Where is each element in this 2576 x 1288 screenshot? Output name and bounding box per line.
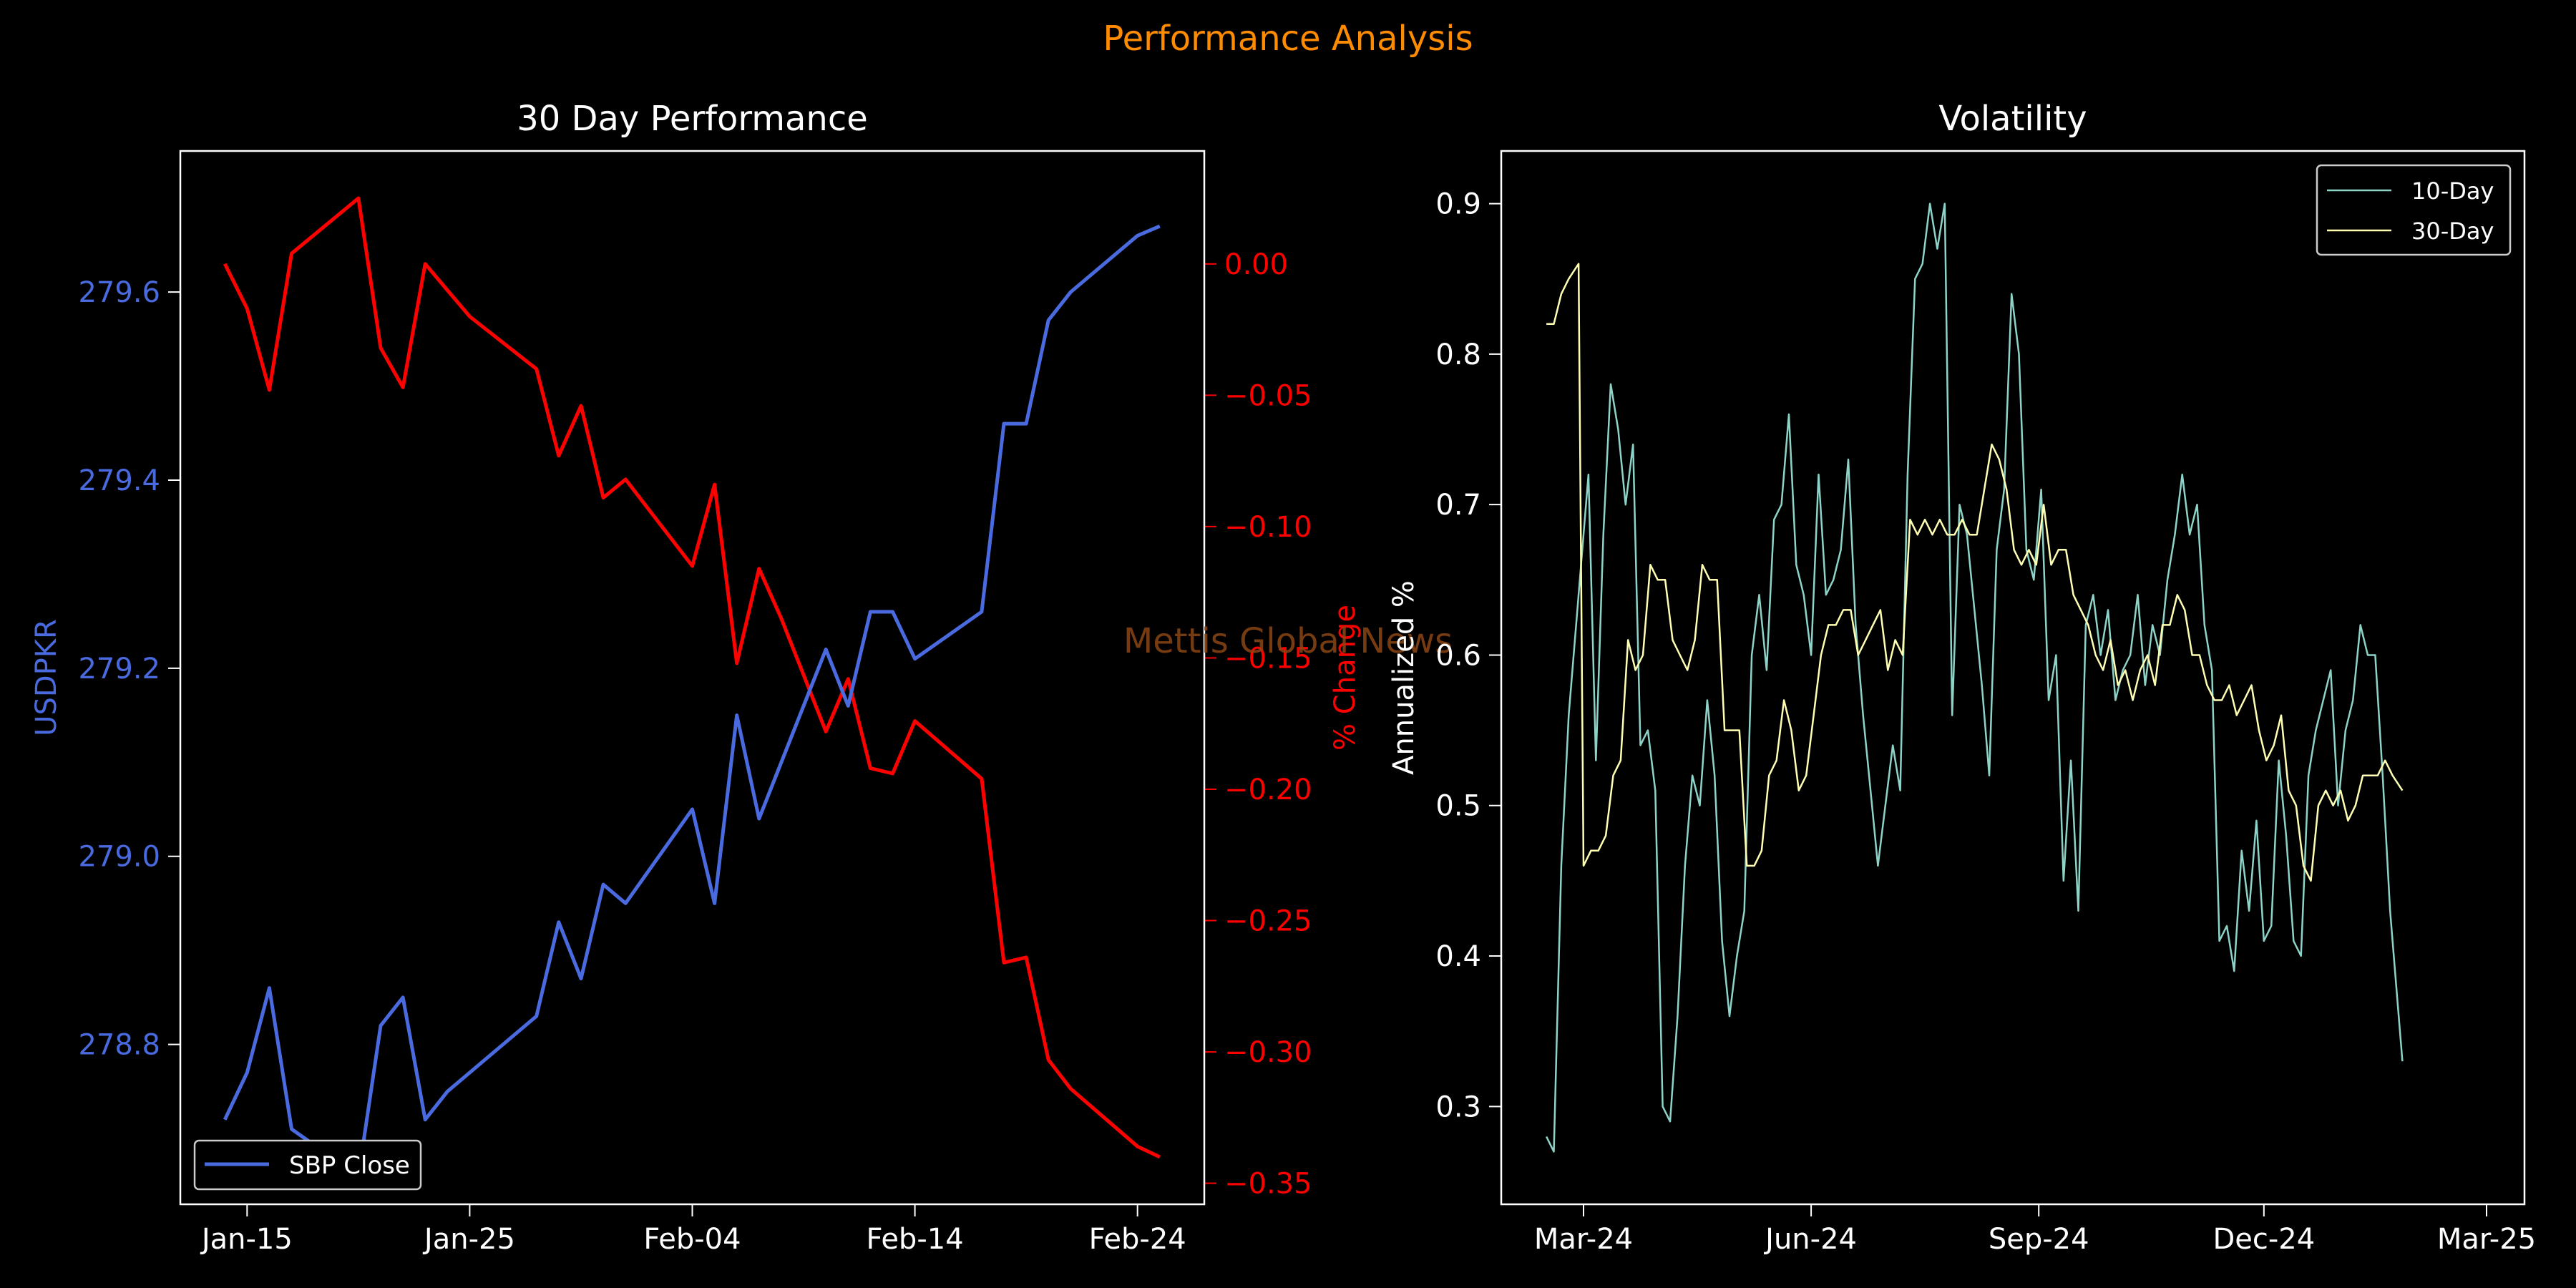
chart-title: 30 Day Performance [517, 99, 868, 139]
y2-axis-label: % Change [1329, 605, 1362, 751]
watermark-text: Mettis Global News [1123, 621, 1453, 661]
y-tick-label: 279.4 [78, 464, 160, 497]
x-tick-label: Sep-24 [1989, 1223, 2089, 1256]
series-pct-change-line [223, 196, 1161, 1159]
x-tick-label: Feb-14 [867, 1223, 964, 1256]
y2-tick-label: −0.25 [1224, 905, 1312, 938]
y-axis-label: Annualized % [1387, 580, 1420, 775]
plot-frame [1500, 150, 2526, 1206]
x-tick-label: Mar-25 [2437, 1223, 2536, 1256]
x-tick-label: Jan-25 [422, 1223, 515, 1256]
x-tick-label: Mar-24 [1534, 1223, 1633, 1256]
y2-tick-label: 0.00 [1224, 248, 1288, 281]
legend-box [193, 1139, 422, 1191]
plot-frame [179, 150, 1206, 1206]
y-axis-label: USDPKR [30, 619, 63, 736]
y-tick-label: 0.8 [1435, 338, 1481, 371]
y2-tick-label: −0.35 [1224, 1168, 1312, 1201]
legend-box [2316, 164, 2512, 256]
series-10-day-line [1545, 203, 2404, 1153]
y-tick-label: 279.0 [78, 841, 160, 874]
y-tick-label: 278.8 [78, 1029, 160, 1062]
y2-tick-label: −0.15 [1224, 642, 1312, 675]
legend-label: 10-Day [2411, 177, 2494, 205]
y2-tick-label: −0.30 [1224, 1036, 1312, 1069]
y-tick-label: 0.3 [1435, 1091, 1481, 1123]
x-tick-label: Dec-24 [2212, 1223, 2315, 1256]
y2-tick-label: −0.20 [1224, 774, 1312, 806]
legend-label: SBP Close [289, 1151, 410, 1180]
chart-title: Volatility [1938, 99, 2087, 139]
chart-volatility: Volatility Mar-24 Jun-24 Sep-24 Dec-24 Mar-25… [1387, 99, 2536, 1256]
y-tick-label: 0.4 [1435, 940, 1481, 973]
y-tick-label: 279.2 [78, 653, 160, 686]
series-30-day-line [1546, 263, 2404, 882]
legend: 10-Day 30-Day [2316, 164, 2512, 256]
y-tick-label: 0.5 [1435, 790, 1481, 823]
y-tick-label: 0.7 [1435, 489, 1481, 522]
y-tick-label: 0.9 [1435, 188, 1481, 221]
series-sbp-close-line [223, 224, 1161, 1179]
legend-label: 30-Day [2411, 218, 2494, 245]
y-tick-label: 279.6 [78, 276, 160, 309]
y-tick-label: 0.6 [1435, 639, 1481, 672]
legend: SBP Close [193, 1139, 422, 1191]
y2-tick-label: −0.10 [1224, 511, 1312, 544]
y2-tick-label: −0.05 [1224, 379, 1312, 412]
chart-30-day-performance: 30 Day Performance Jan-15 Jan-25 Feb-04 Feb-… [30, 99, 1453, 1256]
x-tick-label: Feb-04 [643, 1223, 741, 1256]
x-tick-label: Jun-24 [1763, 1223, 1857, 1256]
x-tick-label: Jan-15 [200, 1223, 293, 1256]
x-tick-label: Feb-24 [1089, 1223, 1186, 1256]
figure-suptitle: Performance Analysis [1103, 19, 1473, 59]
